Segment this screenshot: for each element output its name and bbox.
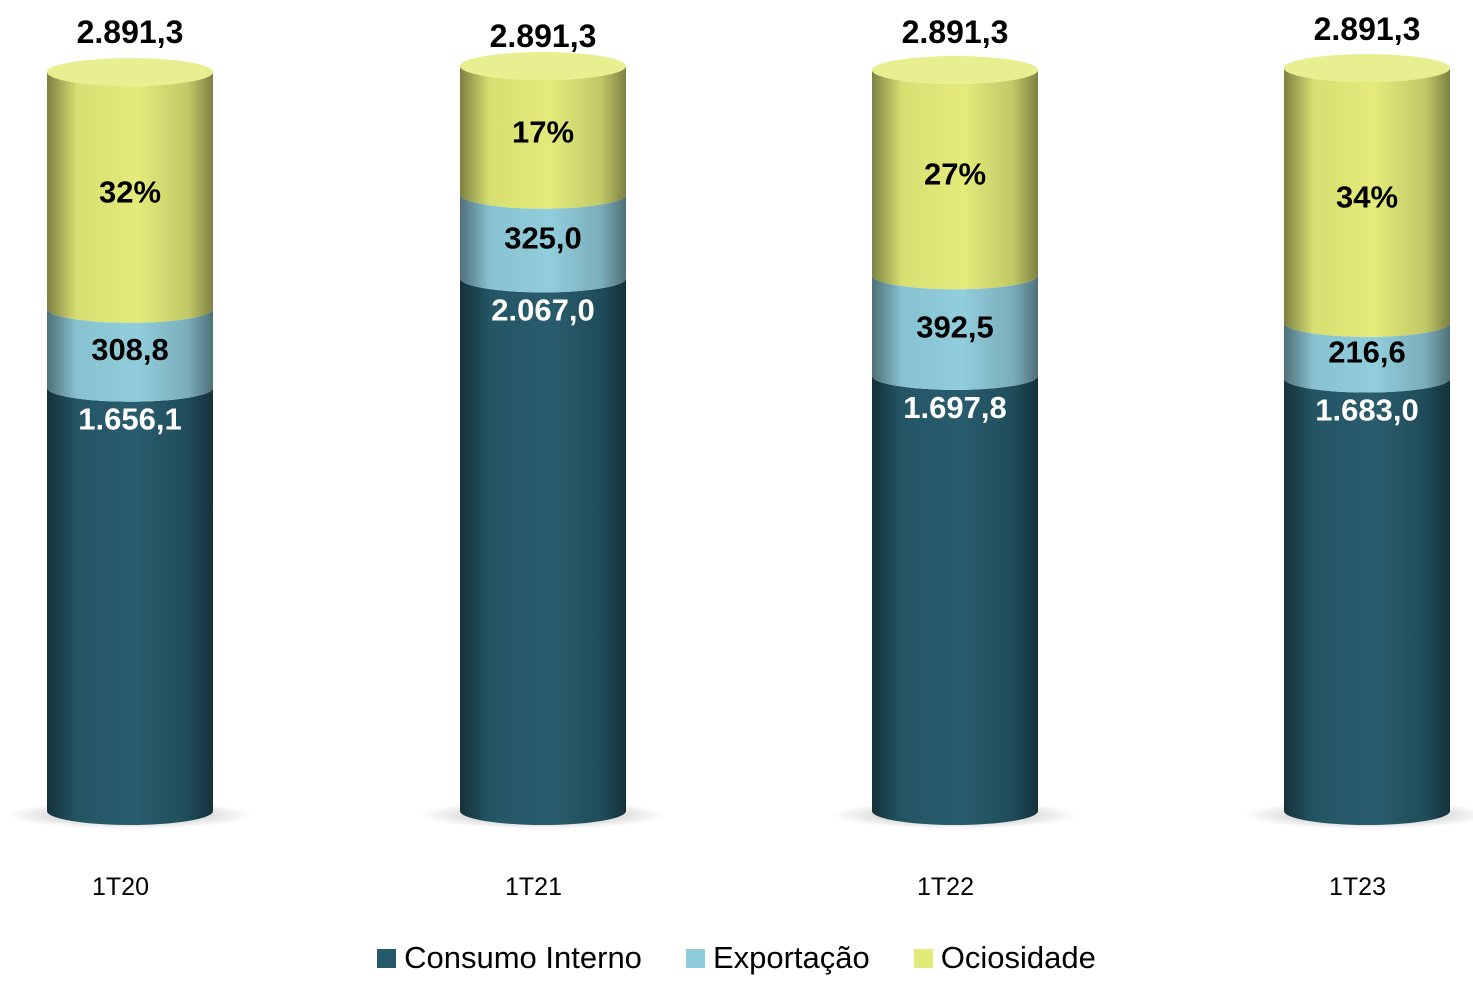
legend-swatch: [377, 948, 397, 968]
bar-stacks: [47, 52, 1450, 825]
data-label: 27%: [924, 157, 986, 192]
total-label: 2.891,3: [902, 14, 1009, 50]
data-labels: 1.656,1 308,8 32% 2.891,3 1T20 2.067,0 325,0 17…: [77, 11, 1421, 901]
bar-segment-1T23-1: [1284, 322, 1450, 393]
bar-segment-1T21-2: [460, 66, 626, 209]
category-label: 1T22: [917, 873, 974, 901]
bar-segment-1T21-1: [460, 194, 626, 293]
legend-label: Ociosidade: [940, 940, 1096, 975]
data-label: 1.697,8: [903, 390, 1006, 425]
data-label: 17%: [512, 114, 574, 149]
legend-item-consumo-interno: Consumo Interno: [377, 940, 642, 976]
data-label: 308,8: [91, 332, 169, 367]
bar-segment-1T21-0: [460, 278, 626, 825]
bar-segment-1T23-2: [1284, 68, 1450, 337]
data-label: 2.067,0: [491, 292, 594, 327]
bar-segment-1T20-0: [47, 387, 213, 825]
cylinder-top-cap: [47, 58, 213, 86]
legend-item-ociosidade: Ociosidade: [913, 940, 1096, 976]
category-label: 1T20: [92, 873, 149, 901]
data-label: 34%: [1336, 179, 1398, 214]
bar-segment-1T22-2: [872, 70, 1038, 290]
data-label: 392,5: [916, 310, 994, 345]
legend-swatch: [685, 948, 705, 968]
legend-label: Consumo Interno: [404, 940, 642, 975]
total-label: 2.891,3: [77, 14, 184, 50]
cylinder-top-cap: [1284, 54, 1450, 82]
total-label: 2.891,3: [490, 18, 597, 54]
bar-segment-1T22-0: [872, 375, 1038, 825]
bar-segment-1T22-1: [872, 275, 1038, 390]
data-label: 32%: [99, 174, 161, 209]
category-label: 1T21: [505, 873, 562, 901]
data-label: 1.656,1: [78, 402, 181, 437]
legend: Consumo Interno Exportação Ociosidade: [0, 940, 1473, 976]
total-label: 2.891,3: [1314, 11, 1421, 47]
cylinder-shadows: [7, 801, 1473, 829]
legend-swatch: [913, 948, 933, 968]
bar-segment-1T20-1: [47, 308, 213, 402]
category-label: 1T23: [1329, 873, 1386, 901]
legend-item-exportacao: Exportação: [685, 940, 870, 976]
cylinder-top-cap: [460, 52, 626, 80]
data-label: 325,0: [504, 221, 582, 256]
data-label: 216,6: [1328, 335, 1406, 370]
legend-label: Exportação: [712, 940, 870, 975]
data-label: 1.683,0: [1315, 393, 1418, 428]
bar-segment-1T20-2: [47, 72, 213, 323]
bar-segment-1T23-0: [1284, 378, 1450, 825]
cylinder-top-cap: [872, 56, 1038, 84]
chart-svg: 1.656,1 308,8 32% 2.891,3 1T20 2.067,0 325,0 17…: [7, 11, 1473, 901]
